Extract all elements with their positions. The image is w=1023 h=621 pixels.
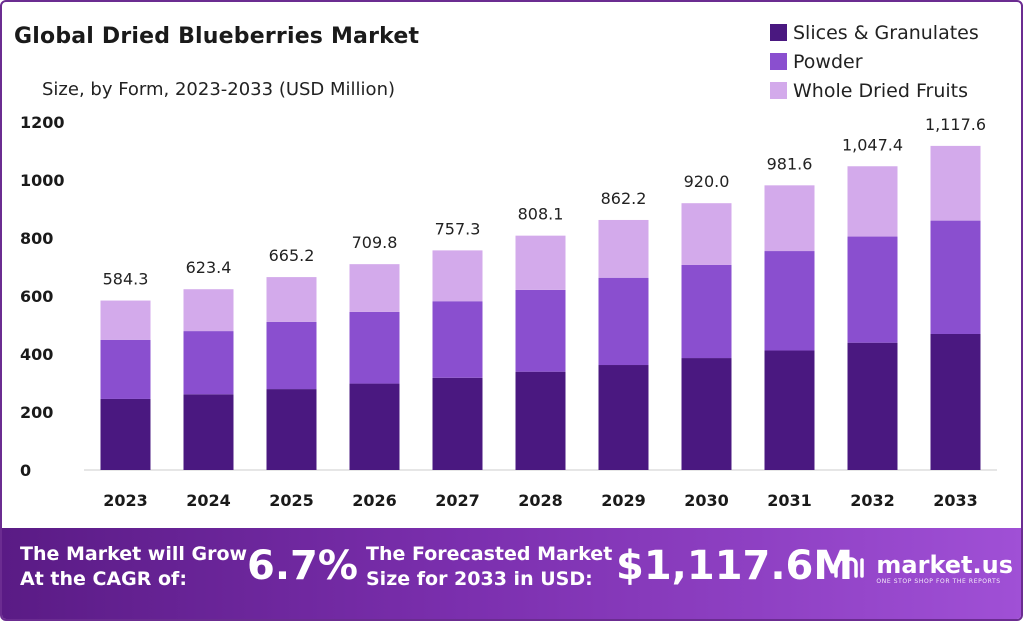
legend: Slices & Granulates Powder Whole Dried F… <box>770 18 979 105</box>
bar-segment-slices-granulates-2030 <box>681 358 732 470</box>
legend-swatch-slices <box>770 24 787 41</box>
bar-total-label-2029: 862.2 <box>601 189 647 208</box>
y-tick-label: 600 <box>20 287 53 306</box>
x-tick-label-2033: 2033 <box>933 491 978 510</box>
chart-subtitle: Size, by Form, 2023-2033 (USD Million) <box>42 79 395 100</box>
bar-segment-powder-2027 <box>432 301 483 378</box>
bar-total-label-2031: 981.6 <box>767 154 813 173</box>
bar-segment-powder-2025 <box>266 321 317 390</box>
bar-segment-slices-granulates-2024 <box>183 394 234 470</box>
bar-segment-whole-dried-fruits-2027 <box>432 250 483 302</box>
bar-segment-slices-granulates-2031 <box>764 350 815 470</box>
bar-segment-slices-granulates-2033 <box>930 333 981 470</box>
x-tick-label-2032: 2032 <box>850 491 895 510</box>
bar-total-label-2030: 920.0 <box>684 172 730 191</box>
bar-segment-whole-dried-fruits-2025 <box>266 277 317 322</box>
legend-label-whole: Whole Dried Fruits <box>793 79 968 102</box>
y-tick-label: 1000 <box>20 171 65 190</box>
bar-total-label-2025: 665.2 <box>269 246 315 265</box>
y-tick-label: 800 <box>20 229 53 248</box>
bar-segment-powder-2031 <box>764 251 815 351</box>
bar-segment-slices-granulates-2025 <box>266 389 317 470</box>
x-tick-label-2027: 2027 <box>435 491 480 510</box>
bar-segment-powder-2030 <box>681 264 732 359</box>
bar-segment-powder-2028 <box>515 289 566 372</box>
footer-banner: The Market will Grow At the CAGR of: 6.7… <box>2 528 1021 619</box>
forecast-text-line2: Size for 2033 in USD: <box>366 568 593 590</box>
cagr-text-line2: At the CAGR of: <box>20 568 187 590</box>
market-us-logo-icon <box>834 557 865 578</box>
bar-segment-slices-granulates-2032 <box>847 342 898 470</box>
bar-chart: 0 200 400 600 800 1000 1200 584.3 2023 623.4 2024 6… <box>20 113 997 510</box>
y-tick-label: 1200 <box>20 113 65 132</box>
cagr-text: The Market will Grow At the CAGR of: <box>20 542 247 592</box>
bar-total-label-2033: 1,117.6 <box>925 115 986 134</box>
x-tick-label-2030: 2030 <box>684 491 729 510</box>
legend-label-powder: Powder <box>793 50 863 73</box>
bar-segment-whole-dried-fruits-2030 <box>681 203 732 265</box>
bar-total-label-2028: 808.1 <box>518 205 564 224</box>
brand-tagline: ONE STOP SHOP FOR THE REPORTS <box>876 577 1001 585</box>
bar-segment-whole-dried-fruits-2033 <box>930 145 981 221</box>
bar-segment-whole-dried-fruits-2026 <box>349 264 400 312</box>
x-tick-label-2024: 2024 <box>186 491 231 510</box>
bar-total-label-2026: 709.8 <box>352 233 398 252</box>
bar-segment-powder-2023 <box>100 339 151 399</box>
x-tick-label-2031: 2031 <box>767 491 812 510</box>
bar-segment-whole-dried-fruits-2032 <box>847 166 898 237</box>
bar-segment-powder-2032 <box>847 236 898 343</box>
x-tick-label-2025: 2025 <box>269 491 314 510</box>
bar-segment-slices-granulates-2029 <box>598 365 649 470</box>
bar-segment-whole-dried-fruits-2024 <box>183 289 234 332</box>
bar-segment-whole-dried-fruits-2029 <box>598 219 649 278</box>
forecast-text: The Forecasted Market Size for 2033 in U… <box>366 542 612 592</box>
x-tick-label-2023: 2023 <box>103 491 148 510</box>
bar-segment-slices-granulates-2026 <box>349 383 400 470</box>
legend-swatch-powder <box>770 53 787 70</box>
legend-label-slices: Slices & Granulates <box>793 21 979 44</box>
bar-segment-slices-granulates-2028 <box>515 371 566 470</box>
legend-item-powder: Powder <box>770 47 979 76</box>
bar-total-label-2032: 1,047.4 <box>842 135 903 154</box>
bar-segment-whole-dried-fruits-2031 <box>764 185 815 252</box>
x-tick-label-2028: 2028 <box>518 491 563 510</box>
bar-segment-powder-2033 <box>930 220 981 334</box>
bar-segment-powder-2024 <box>183 331 234 395</box>
cagr-text-line1: The Market will Grow <box>20 543 248 565</box>
bar-segment-powder-2026 <box>349 311 400 384</box>
legend-item-whole: Whole Dried Fruits <box>770 76 979 105</box>
y-tick-label: 400 <box>20 345 53 364</box>
forecast-value: $1,117.6M <box>616 543 854 589</box>
legend-swatch-whole <box>770 82 787 99</box>
x-tick-label-2026: 2026 <box>352 491 397 510</box>
chart-title: Global Dried Blueberries Market <box>14 24 420 49</box>
bar-total-label-2024: 623.4 <box>186 258 232 277</box>
bar-segment-slices-granulates-2027 <box>432 377 483 470</box>
bar-segment-slices-granulates-2023 <box>100 398 151 470</box>
legend-item-slices: Slices & Granulates <box>770 18 979 47</box>
y-tick-label: 0 <box>20 461 31 480</box>
brand-logo: market.us ONE STOP SHOP FOR THE REPORTS <box>832 550 1013 586</box>
forecast-text-line1: The Forecasted Market <box>366 543 613 565</box>
bar-segment-whole-dried-fruits-2028 <box>515 235 566 290</box>
bar-total-label-2023: 584.3 <box>103 270 149 289</box>
cagr-value: 6.7% <box>247 543 358 589</box>
bar-segment-powder-2029 <box>598 277 649 366</box>
brand-name: market.us <box>876 550 1013 579</box>
bar-segment-whole-dried-fruits-2023 <box>100 300 151 340</box>
x-tick-label-2029: 2029 <box>601 491 646 510</box>
y-tick-label: 200 <box>20 403 53 422</box>
bar-total-label-2027: 757.3 <box>435 219 481 238</box>
